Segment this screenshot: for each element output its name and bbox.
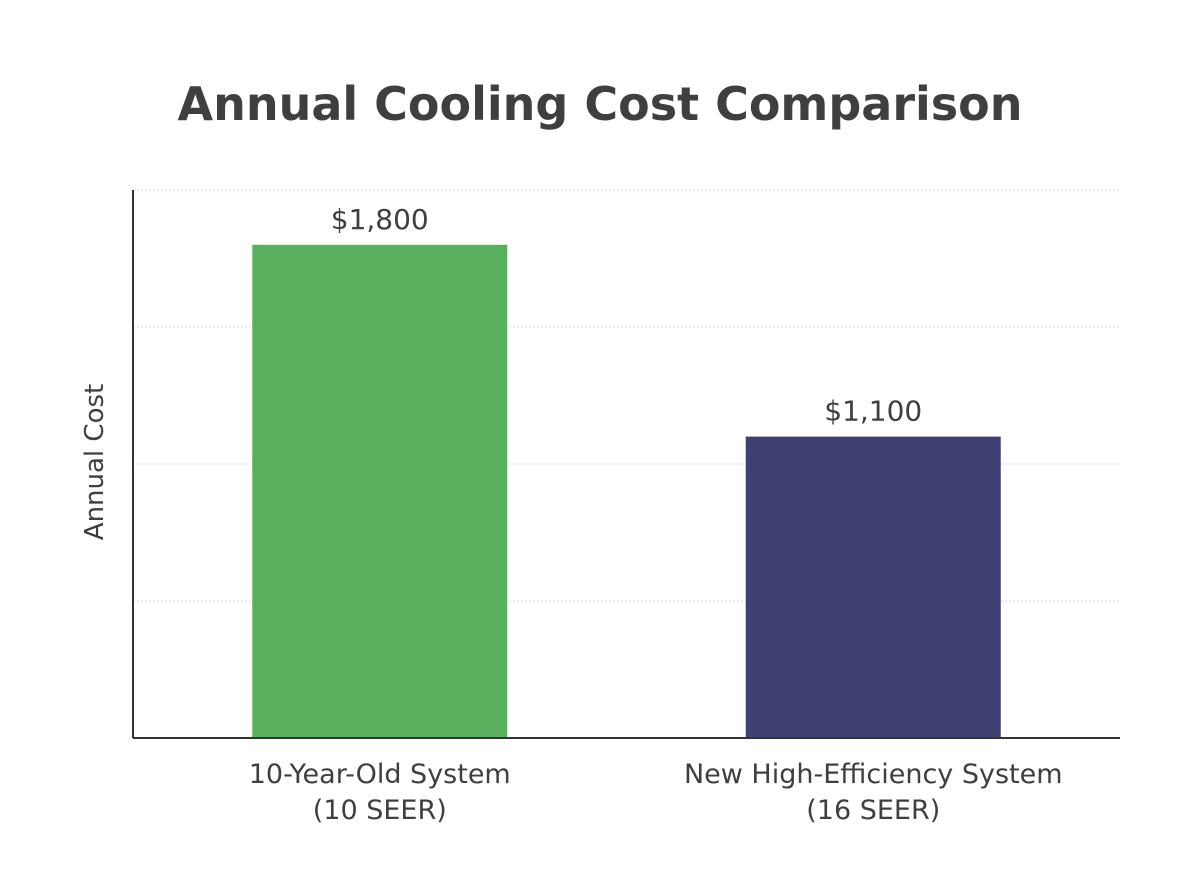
category-label-2: New High-Efficiency System (16 SEER) bbox=[684, 759, 1063, 826]
value-label-2: $1,100 bbox=[824, 395, 922, 428]
value-label-1: $1,800 bbox=[331, 203, 429, 236]
chart-title: Annual Cooling Cost Comparison bbox=[177, 77, 1022, 131]
category-label-line: (16 SEER) bbox=[806, 795, 940, 826]
bars bbox=[252, 244, 1001, 739]
category-label-line: (10 SEER) bbox=[313, 795, 447, 826]
value-labels: $1,800 $1,100 bbox=[331, 203, 922, 428]
category-label-1: 10-Year-Old System (10 SEER) bbox=[249, 759, 511, 826]
category-label-line: 10-Year-Old System bbox=[249, 759, 511, 790]
bar-1 bbox=[252, 244, 508, 739]
category-label-line: New High-Efficiency System bbox=[684, 759, 1063, 790]
bar-2 bbox=[745, 436, 1001, 738]
y-axis-label: Annual Cost bbox=[80, 384, 110, 540]
category-labels: 10-Year-Old System (10 SEER) New High-Effi… bbox=[249, 759, 1063, 826]
